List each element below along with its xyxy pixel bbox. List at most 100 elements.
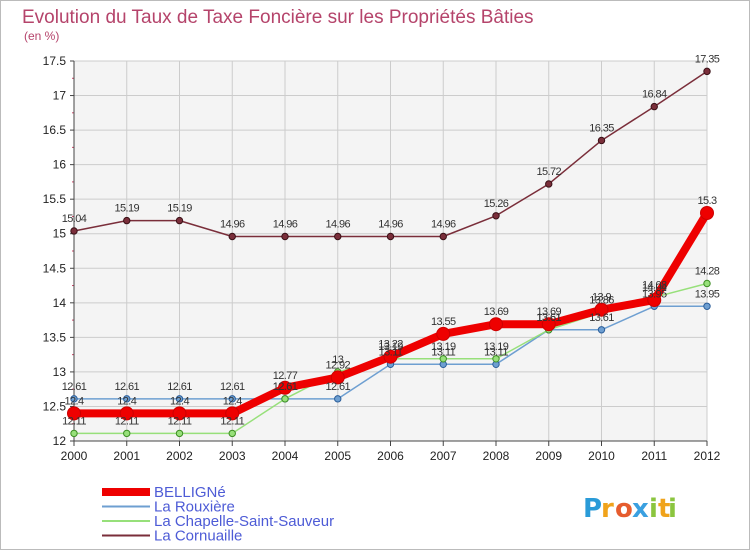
plot-area: 12 12.5 13 13.5 14 14.5 15 15.5 16 16.5 17 17.5 2000… bbox=[43, 53, 721, 463]
chart-title: Evolution du Taux de Taxe Foncière sur l… bbox=[22, 7, 534, 28]
data-label: 13.11 bbox=[379, 346, 403, 358]
x-tick-label: 2004 bbox=[272, 449, 299, 463]
data-point bbox=[594, 302, 609, 317]
data-label: 12.61 bbox=[220, 381, 245, 393]
data-point bbox=[172, 406, 187, 421]
data-label: 12.11 bbox=[115, 415, 139, 427]
data-point bbox=[597, 326, 606, 334]
x-tick-label: 2001 bbox=[113, 449, 140, 463]
y-tick-label: 13 bbox=[53, 365, 67, 379]
logo-letter: t bbox=[658, 494, 670, 524]
data-label: 14.96 bbox=[325, 218, 350, 230]
data-label: 12.61 bbox=[62, 381, 87, 393]
data-label: 12.11 bbox=[220, 415, 244, 427]
data-point bbox=[70, 395, 78, 403]
y-tick-label: 12.5 bbox=[43, 399, 67, 413]
data-label: 14.96 bbox=[378, 218, 403, 230]
legend-label: La Cornuaille bbox=[154, 528, 242, 545]
data-point bbox=[278, 380, 292, 395]
y-tick-label: 15 bbox=[53, 227, 67, 241]
x-tick-label: 2005 bbox=[324, 449, 351, 463]
data-label: 12.61 bbox=[325, 381, 350, 393]
data-point bbox=[330, 370, 345, 385]
data-point bbox=[175, 216, 184, 225]
data-point bbox=[67, 406, 81, 421]
x-tick-label: 2003 bbox=[219, 449, 246, 463]
data-label: 13.11 bbox=[431, 346, 455, 358]
x-tick-label: 2012 bbox=[694, 449, 721, 463]
data-label: 12.4 bbox=[64, 395, 83, 407]
data-label: 12.61 bbox=[273, 381, 298, 393]
data-label: 13.19 bbox=[378, 341, 403, 353]
data-label: 12.61 bbox=[273, 381, 298, 393]
logo-letter: x bbox=[632, 494, 649, 524]
data-label: 14.04 bbox=[642, 282, 667, 294]
data-point bbox=[650, 102, 658, 111]
data-label: 12.77 bbox=[273, 370, 298, 382]
data-label: 15.26 bbox=[484, 198, 509, 210]
data-point bbox=[228, 395, 236, 403]
data-point bbox=[228, 429, 236, 438]
data-point bbox=[123, 216, 131, 225]
data-label: 17.35 bbox=[695, 53, 720, 65]
data-label: 16.84 bbox=[642, 89, 667, 101]
data-label: 13.61 bbox=[589, 312, 614, 324]
data-point bbox=[228, 232, 236, 241]
x-tick-label: 2009 bbox=[535, 449, 562, 463]
data-label: 12.92 bbox=[325, 359, 350, 371]
y-tick-label: 17.5 bbox=[43, 54, 67, 68]
x-tick-label: 2008 bbox=[483, 449, 510, 463]
data-point bbox=[700, 206, 714, 220]
logo-letter: P bbox=[583, 494, 602, 524]
data-label: 15.3 bbox=[697, 195, 716, 207]
data-label: 14.96 bbox=[273, 218, 298, 230]
data-point bbox=[439, 355, 447, 363]
logo-letter: i bbox=[668, 494, 677, 524]
data-point bbox=[545, 180, 553, 188]
data-label: 15.04 bbox=[62, 213, 87, 225]
chart-unit: (en %) bbox=[24, 29, 59, 43]
data-point bbox=[334, 395, 342, 403]
data-label: 15.19 bbox=[114, 203, 139, 215]
data-label: 13.95 bbox=[642, 288, 667, 300]
data-label: 13.69 bbox=[536, 306, 561, 318]
legend-label: La Chapelle-Saint-Sauveur bbox=[154, 513, 334, 530]
data-label: 14.96 bbox=[431, 218, 456, 230]
y-tick-label: 15.5 bbox=[43, 192, 67, 206]
data-label: 13.19 bbox=[431, 341, 456, 353]
data-point bbox=[123, 395, 131, 403]
data-point bbox=[492, 212, 500, 220]
data-point bbox=[703, 302, 711, 310]
y-tick-label: 16.5 bbox=[43, 123, 67, 137]
logo-letter: i bbox=[649, 494, 658, 524]
legend-label: BELLIGNé bbox=[154, 484, 226, 501]
data-label: 13.9 bbox=[592, 292, 611, 304]
data-point bbox=[703, 279, 711, 288]
data-label: 14.08 bbox=[642, 279, 667, 291]
data-label: 12.61 bbox=[167, 381, 192, 393]
data-label: 12.61 bbox=[114, 381, 139, 393]
data-label: 12.4 bbox=[117, 395, 136, 407]
data-point bbox=[492, 355, 500, 363]
data-point bbox=[281, 232, 289, 241]
data-point bbox=[70, 227, 78, 235]
data-point bbox=[386, 232, 395, 241]
data-label: 16.35 bbox=[589, 122, 614, 134]
data-label: 13.55 bbox=[431, 316, 456, 328]
x-tick-label: 2010 bbox=[588, 449, 615, 463]
data-label: 12.4 bbox=[170, 395, 189, 407]
legend-label: La Rouxière bbox=[154, 499, 235, 516]
data-point bbox=[383, 349, 398, 364]
data-point bbox=[436, 326, 451, 341]
data-label: 14.28 bbox=[695, 265, 720, 277]
data-label: 13.19 bbox=[484, 341, 509, 353]
data-label: 15.72 bbox=[536, 166, 561, 178]
data-label: 12.4 bbox=[223, 395, 242, 407]
data-point bbox=[647, 293, 662, 308]
y-tick-label: 13.5 bbox=[43, 330, 67, 344]
x-tick-label: 2000 bbox=[61, 449, 88, 463]
data-point bbox=[334, 232, 342, 241]
